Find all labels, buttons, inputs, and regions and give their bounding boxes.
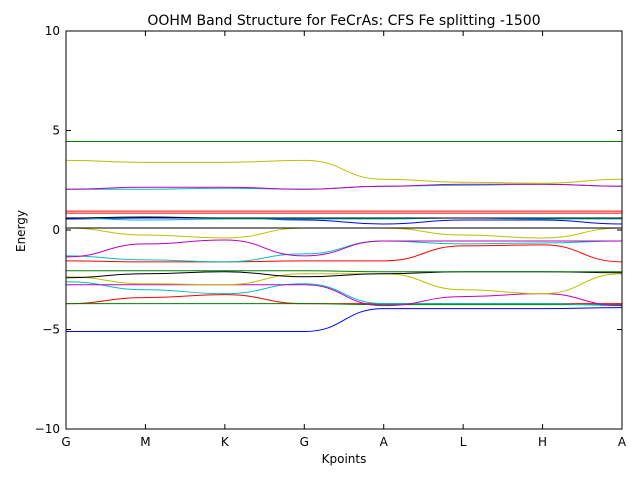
band-line-3 — [65, 303, 622, 306]
y-tick-label-3: 0 — [52, 223, 60, 237]
band-line-12 — [65, 227, 623, 239]
y-tick-label-4: 5 — [52, 124, 60, 138]
band-line-11 — [65, 239, 622, 258]
x-tick-label-7: H — [538, 435, 547, 449]
band-line-21 — [65, 159, 623, 184]
band-line-5 — [66, 284, 623, 307]
x-axis-label: Kpoints — [322, 452, 367, 466]
band-line-16 — [65, 216, 622, 219]
x-tick-label-3: K — [221, 435, 230, 449]
y-tick-label-2: −5 — [42, 323, 60, 337]
y-axis-label: Energy — [14, 210, 28, 252]
band-line-2 — [65, 294, 622, 305]
band-line-10 — [65, 240, 623, 263]
x-tick-label-1: G — [61, 435, 70, 449]
band-line-7 — [65, 271, 623, 279]
y-tick-label-1: −10 — [35, 422, 60, 436]
band-line-1 — [65, 307, 623, 332]
band-line-14 — [65, 217, 623, 225]
chart-title: OOHM Band Structure for FeCrAs: CFS Fe s… — [147, 13, 540, 29]
band-line-6 — [65, 273, 623, 295]
tick-layer: G M K G A L H A −10 −5 0 5 10 — [35, 24, 627, 449]
band-line-9 — [65, 244, 623, 263]
x-tick-label-6: L — [460, 435, 467, 449]
series-layer — [65, 140, 623, 332]
y-tick-label-5: 10 — [45, 24, 60, 38]
x-tick-label-2: M — [140, 435, 150, 449]
band-line-8 — [65, 270, 622, 273]
x-tick-label-8: A — [618, 435, 627, 449]
x-tick-label-4: G — [300, 435, 309, 449]
x-tick-label-5: A — [380, 435, 389, 449]
band-line-20 — [65, 183, 623, 190]
plot-frame — [65, 30, 623, 430]
band-line-15 — [65, 217, 623, 221]
band-line-4 — [65, 281, 623, 307]
